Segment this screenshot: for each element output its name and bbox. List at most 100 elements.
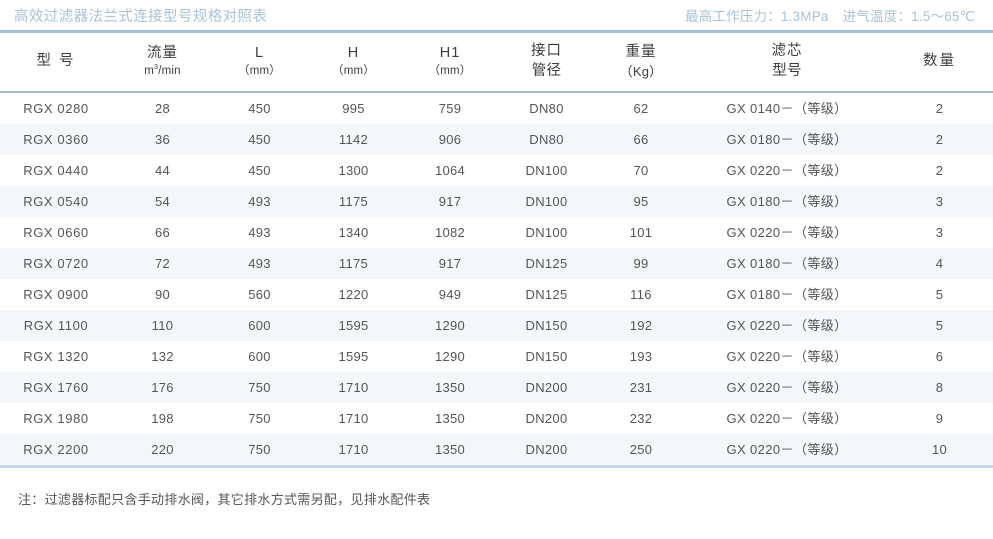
cell-port: DN100 <box>499 155 594 187</box>
cell-port: DN80 <box>499 93 594 125</box>
cell-flow: 54 <box>112 186 213 218</box>
table-row: RGX 0720 72 493 1175 917 DN125 99 GX 0180－（等级） 4 <box>0 248 993 280</box>
column-header-weight: 重量 （Kg） <box>594 33 688 91</box>
column-header-flow-unit: m3/min <box>144 63 181 78</box>
cell-h1: 1082 <box>401 217 499 249</box>
column-header-qty: 数量 <box>886 33 993 91</box>
table-row: RGX 1100 110 600 1595 1290 DN150 192 GX 0220－（等… <box>0 310 993 342</box>
table-row: RGX 0660 66 493 1340 1082 DN100 101 GX 0220－（等级… <box>0 217 993 249</box>
cell-port: DN150 <box>499 310 594 342</box>
cell-model: RGX 2200 <box>0 434 112 466</box>
cell-qty: 2 <box>886 93 993 125</box>
cell-weight: 232 <box>594 403 688 435</box>
cell-weight: 192 <box>594 310 688 342</box>
table-header-row: 型 号 流量 m3/min L （mm） H （mm） H1 （mm） <box>0 33 993 91</box>
column-header-h1-main: H1 <box>439 44 461 61</box>
table-body: RGX 0280 28 450 995 759 DN80 62 GX 0140－（等级） 2 RG… <box>0 93 993 466</box>
cell-element: GX 0220－（等级） <box>688 434 886 466</box>
cell-element: GX 0220－（等级） <box>688 341 886 373</box>
cell-port: DN80 <box>499 124 594 156</box>
cell-qty: 9 <box>886 403 993 435</box>
footer-note: 注：过滤器标配只含手动排水阀，其它排水方式需另配，见排水配件表 <box>18 492 431 508</box>
column-header-port: 接口 管径 <box>499 33 594 91</box>
cell-model: RGX 0540 <box>0 186 112 218</box>
inlet-temp-label: 进气温度： <box>842 9 912 24</box>
cell-h: 995 <box>306 93 401 125</box>
cell-flow: 90 <box>112 279 213 311</box>
cell-model: RGX 0360 <box>0 124 112 156</box>
cell-h: 1220 <box>306 279 401 311</box>
cell-l: 450 <box>213 93 306 125</box>
cell-element: GX 0180－（等级） <box>688 279 886 311</box>
table-row: RGX 1320 132 600 1595 1290 DN150 193 GX 0220－（等… <box>0 341 993 373</box>
cell-h1: 1350 <box>401 372 499 404</box>
cell-h1: 1064 <box>401 155 499 187</box>
column-header-weight-unit: （Kg） <box>619 64 663 80</box>
cell-h1: 1290 <box>401 310 499 342</box>
cell-port: DN125 <box>499 279 594 311</box>
cell-l: 600 <box>213 310 306 342</box>
cell-l: 750 <box>213 403 306 435</box>
column-header-port-main: 接口 <box>531 43 562 59</box>
cell-port: DN200 <box>499 403 594 435</box>
table-row: RGX 2200 220 750 1710 1350 DN200 250 GX 0220－（等… <box>0 434 993 466</box>
cell-element: GX 0220－（等级） <box>688 372 886 404</box>
table-row: RGX 1760 176 750 1710 1350 DN200 231 GX 0220－（等… <box>0 372 993 404</box>
cell-h: 1300 <box>306 155 401 187</box>
cell-h: 1710 <box>306 372 401 404</box>
cell-h1: 917 <box>401 186 499 218</box>
cell-qty: 5 <box>886 279 993 311</box>
specification-table: 型 号 流量 m3/min L （mm） H （mm） H1 （mm） <box>0 33 993 91</box>
cell-flow: 220 <box>112 434 213 466</box>
cell-model: RGX 0900 <box>0 279 112 311</box>
cell-model: RGX 1760 <box>0 372 112 404</box>
cell-qty: 2 <box>886 155 993 187</box>
table-row: RGX 0280 28 450 995 759 DN80 62 GX 0140－（等级） 2 <box>0 93 993 125</box>
cell-weight: 99 <box>594 248 688 280</box>
cell-weight: 231 <box>594 372 688 404</box>
cell-weight: 95 <box>594 186 688 218</box>
cell-h: 1142 <box>306 124 401 156</box>
cell-h1: 1290 <box>401 341 499 373</box>
cell-l: 750 <box>213 372 306 404</box>
column-header-l: L （mm） <box>213 33 306 91</box>
cell-h1: 906 <box>401 124 499 156</box>
table-row: RGX 0900 90 560 1220 949 DN125 116 GX 0180－（等级）… <box>0 279 993 311</box>
cell-l: 750 <box>213 434 306 466</box>
cell-weight: 250 <box>594 434 688 466</box>
column-header-l-main: L <box>254 44 265 61</box>
cell-port: DN100 <box>499 186 594 218</box>
cell-element: GX 0220－（等级） <box>688 403 886 435</box>
column-header-element-main: 滤芯 <box>771 43 803 59</box>
column-header-weight-main: 重量 <box>625 43 657 60</box>
column-header-h-main: H <box>347 44 360 61</box>
cell-l: 450 <box>213 155 306 187</box>
column-header-flow: 流量 m3/min <box>112 33 213 91</box>
cell-l: 600 <box>213 341 306 373</box>
cell-l: 560 <box>213 279 306 311</box>
column-header-model-main: 型 号 <box>36 53 76 70</box>
cell-model: RGX 0280 <box>0 93 112 125</box>
cell-weight: 66 <box>594 124 688 156</box>
cell-flow: 66 <box>112 217 213 249</box>
cell-h: 1710 <box>306 434 401 466</box>
column-header-element: 滤芯 型号 <box>688 33 886 91</box>
cell-model: RGX 1100 <box>0 310 112 342</box>
table-header: 型 号 流量 m3/min L （mm） H （mm） H1 （mm） <box>0 33 993 91</box>
column-header-h1: H1 （mm） <box>401 33 499 91</box>
cell-weight: 193 <box>594 341 688 373</box>
spec-summary: 最高工作压力：1.3MPa 进气温度：1.5～65℃ <box>685 5 975 25</box>
column-header-flow-main: 流量 <box>147 44 178 61</box>
document-header: 高效过滤器法兰式连接型号规格对照表 最高工作压力：1.3MPa 进气温度：1.5～… <box>0 0 993 30</box>
cell-qty: 5 <box>886 310 993 342</box>
cell-flow: 72 <box>112 248 213 280</box>
cell-qty: 3 <box>886 217 993 249</box>
cell-element: GX 0180－（等级） <box>688 124 886 156</box>
max-pressure-value: 1.3MPa <box>780 9 829 24</box>
table-row: RGX 0540 54 493 1175 917 DN100 95 GX 0180－（等级） 3 <box>0 186 993 218</box>
cell-flow: 132 <box>112 341 213 373</box>
cell-port: DN125 <box>499 248 594 280</box>
cell-h: 1175 <box>306 186 401 218</box>
cell-port: DN100 <box>499 217 594 249</box>
